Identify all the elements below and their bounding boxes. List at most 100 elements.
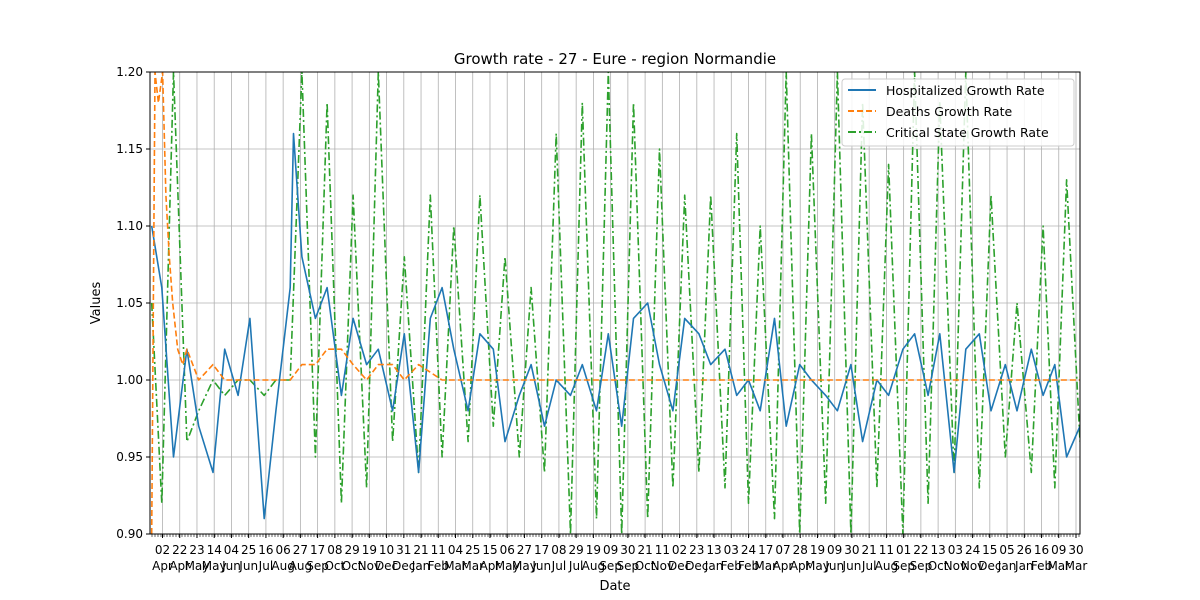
x-tick-label-day: 19 xyxy=(362,543,377,557)
x-tick-label-day: 10 xyxy=(379,543,394,557)
series-layer xyxy=(150,72,1080,534)
x-tick-label-month: Mar xyxy=(1065,559,1088,573)
x-axis-label: Date xyxy=(599,579,630,594)
x-tick-label-day: 06 xyxy=(500,543,515,557)
y-axis-ticks: 0.90 0.95 1.00 1.05 1.10 1.15 1.20 xyxy=(116,65,150,541)
x-tick-label-month: Sep xyxy=(617,559,640,573)
x-tick-label-day: 25 xyxy=(465,543,480,557)
x-tick-label-day: 24 xyxy=(741,543,756,557)
x-tick-label-month: Apr xyxy=(480,559,501,573)
x-tick-label-day: 23 xyxy=(689,543,704,557)
y-tick-label: 1.15 xyxy=(116,142,143,156)
x-tick-label-month: Feb xyxy=(721,559,742,573)
x-tick-label-day: 17 xyxy=(534,543,549,557)
x-tick-label-day: 26 xyxy=(1017,543,1032,557)
x-tick-label-month: May xyxy=(512,559,537,573)
x-tick-label-month: Dec xyxy=(392,559,415,573)
x-tick-label-month: Sep xyxy=(892,559,915,573)
x-tick-label-day: 22 xyxy=(913,543,928,557)
x-tick-label-day: 17 xyxy=(758,543,773,557)
x-tick-label-day: 30 xyxy=(620,543,635,557)
x-tick-label-day: 15 xyxy=(482,543,497,557)
x-tick-label-month: Apr xyxy=(790,559,811,573)
x-tick-label-month: Jun xyxy=(531,559,551,573)
x-tick-label-month: May xyxy=(495,559,520,573)
x-tick-label-month: Nov xyxy=(961,559,984,573)
x-tick-label-day: 28 xyxy=(793,543,808,557)
x-tick-label-month: Feb xyxy=(428,559,449,573)
x-tick-label-month: Jun xyxy=(824,559,844,573)
x-tick-label-day: 15 xyxy=(982,543,997,557)
x-tick-label-month: Jul xyxy=(551,559,566,573)
legend-label-critical: Critical State Growth Rate xyxy=(886,125,1049,140)
x-tick-label-day: 03 xyxy=(948,543,963,557)
legend-label-deaths: Deaths Growth Rate xyxy=(886,104,1012,119)
y-tick-label: 0.90 xyxy=(116,527,143,541)
x-tick-label-month: Oct xyxy=(342,559,363,573)
x-tick-label-month: Sep xyxy=(910,559,933,573)
x-tick-label-month: Jul xyxy=(568,559,583,573)
x-tick-label-day: 01 xyxy=(896,543,911,557)
y-tick-label: 1.00 xyxy=(116,373,143,387)
x-tick-label-month: Jun xyxy=(221,559,241,573)
x-tick-label-day: 09 xyxy=(603,543,618,557)
x-tick-label-month: Jan xyxy=(704,559,724,573)
x-tick-label-month: Dec xyxy=(668,559,691,573)
x-tick-label-month: Sep xyxy=(306,559,329,573)
x-tick-label-day: 11 xyxy=(879,543,894,557)
x-tick-label-day: 17 xyxy=(310,543,325,557)
x-tick-label-day: 14 xyxy=(207,543,222,557)
x-axis-ticks: 02Apr22Apr23May14May04Jun25Jun16Jul06Aug… xyxy=(151,534,1088,573)
x-tick-label-month: Aug xyxy=(875,559,898,573)
x-tick-label-month: Mar xyxy=(461,559,484,573)
x-tick-label-month: Jan xyxy=(1014,559,1034,573)
x-tick-label-day: 29 xyxy=(344,543,359,557)
x-tick-label-day: 19 xyxy=(810,543,825,557)
x-tick-label-day: 29 xyxy=(569,543,584,557)
x-tick-label-day: 19 xyxy=(586,543,601,557)
legend-label-hospitalized: Hospitalized Growth Rate xyxy=(886,83,1045,98)
x-tick-label-day: 04 xyxy=(448,543,463,557)
legend-box xyxy=(841,78,1075,147)
x-tick-label-day: 07 xyxy=(775,543,790,557)
x-tick-label-day: 02 xyxy=(672,543,687,557)
y-tick-label: 1.20 xyxy=(116,65,143,79)
x-tick-label-month: Dec xyxy=(685,559,708,573)
x-tick-label-day: 03 xyxy=(724,543,739,557)
x-tick-label-day: 21 xyxy=(413,543,428,557)
x-tick-label-day: 21 xyxy=(862,543,877,557)
x-tick-label-month: Oct xyxy=(324,559,345,573)
x-tick-label-month: Jun xyxy=(238,559,258,573)
x-tick-label-day: 02 xyxy=(155,543,170,557)
y-tick-label: 1.10 xyxy=(116,219,143,233)
x-tick-label-month: Mar xyxy=(754,559,777,573)
y-tick-label: 1.05 xyxy=(116,296,143,310)
x-tick-label-month: Sep xyxy=(599,559,622,573)
x-tick-label-month: Jan xyxy=(411,559,431,573)
x-tick-label-month: Aug xyxy=(582,559,605,573)
legend: Hospitalized Growth Rate Deaths Growth R… xyxy=(841,78,1075,147)
x-tick-label-day: 27 xyxy=(517,543,532,557)
x-tick-label-day: 08 xyxy=(327,543,342,557)
y-tick-label: 0.95 xyxy=(116,450,143,464)
x-tick-label-month: Jan xyxy=(997,559,1017,573)
x-tick-label-month: Oct xyxy=(635,559,656,573)
x-tick-label-day: 16 xyxy=(258,543,273,557)
x-tick-label-month: Jul xyxy=(861,559,876,573)
y-axis-label: Values xyxy=(89,282,104,325)
x-tick-label-month: Nov xyxy=(651,559,674,573)
x-tick-label-day: 16 xyxy=(1034,543,1049,557)
x-tick-label-month: Mar xyxy=(1047,559,1070,573)
x-tick-label-day: 23 xyxy=(189,543,204,557)
x-tick-label-day: 22 xyxy=(172,543,187,557)
x-tick-label-day: 13 xyxy=(930,543,945,557)
x-tick-label-month: Mar xyxy=(444,559,467,573)
x-tick-label-month: Jul xyxy=(258,559,273,573)
x-tick-label-month: Feb xyxy=(738,559,759,573)
chart-title: Growth rate - 27 - Eure - region Normand… xyxy=(454,50,776,68)
series-line-0 xyxy=(150,132,1080,520)
x-tick-label-month: Nov xyxy=(358,559,381,573)
x-tick-label-day: 21 xyxy=(637,543,652,557)
x-tick-label-day: 25 xyxy=(241,543,256,557)
